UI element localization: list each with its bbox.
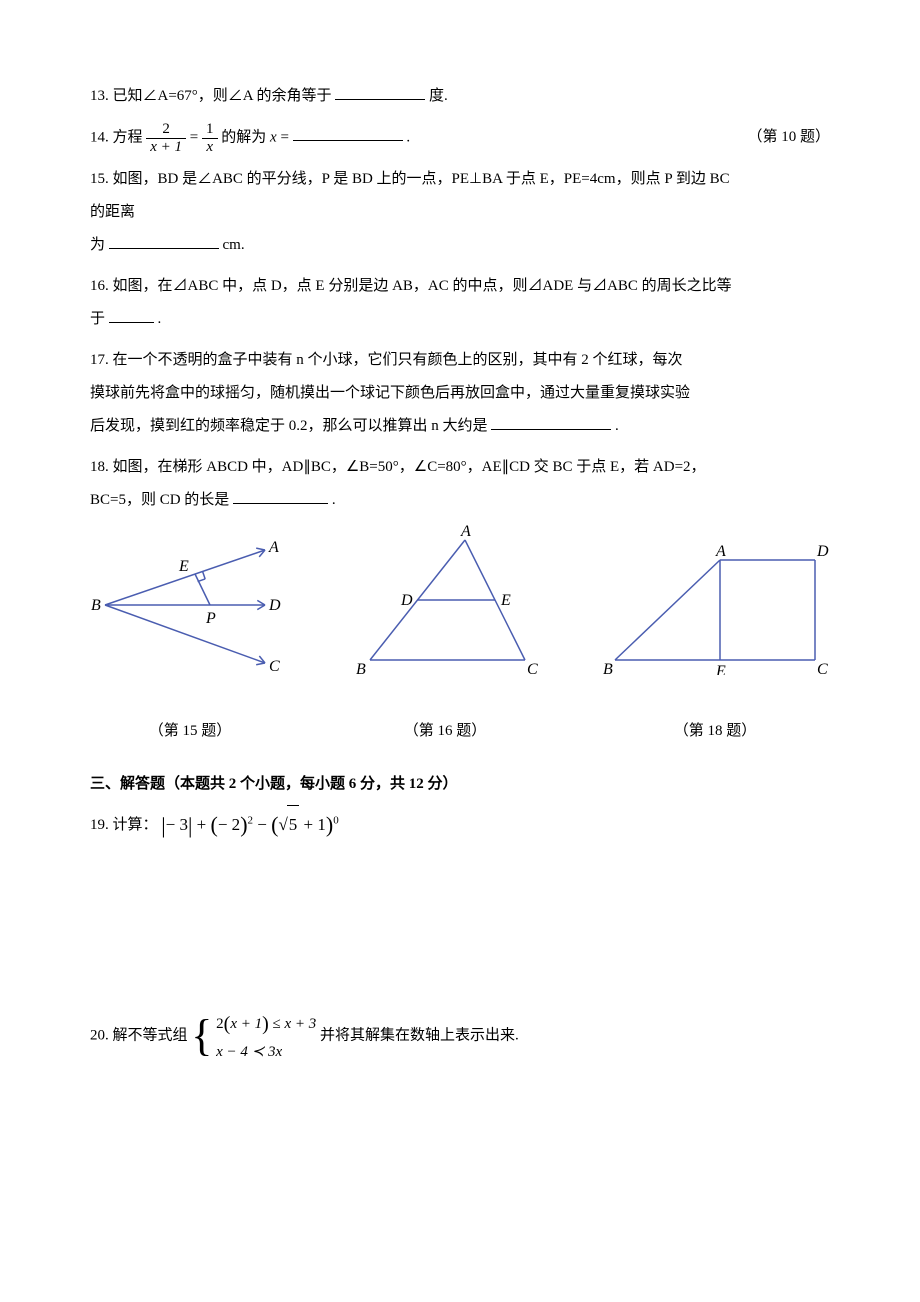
p16-line2-prefix: 于: [90, 311, 105, 327]
p14-mid: 的解为: [221, 129, 266, 145]
problem-19: 19. 计算： |− 3| + (− 2)2 − (√5 + 1)0: [90, 801, 830, 850]
svg-text:B: B: [91, 597, 101, 614]
p18-line2-prefix: BC=5，则 CD 的长是: [90, 492, 229, 508]
svg-text:E: E: [715, 663, 726, 675]
p20-r1a: 2: [216, 1016, 224, 1032]
p20-prefix: 20. 解不等式组: [90, 1028, 188, 1044]
p19-neg2: − 2: [218, 815, 240, 834]
p14-var: x: [270, 129, 277, 145]
p15-line2: 的距离: [90, 196, 830, 229]
p18-blank: [233, 487, 328, 505]
svg-text:E: E: [178, 558, 189, 575]
problem-13: 13. 已知∠A=67°，则∠A 的余角等于 度.: [90, 80, 830, 113]
p18-line1: 18. 如图，在梯形 ABCD 中，AD∥BC，∠B=50°，∠C=80°，AE…: [90, 451, 830, 484]
p19-exp0: 0: [333, 814, 339, 826]
problem-14: 14. 方程 2 x + 1 = 1 x 的解为 x = . （第 10 题）: [90, 121, 830, 155]
p19-neg3: − 3: [166, 815, 188, 834]
p14-blank: [293, 124, 403, 142]
problem-16: 16. 如图，在⊿ABC 中，点 D，点 E 分别是边 AB，AC 的中点，则⊿…: [90, 270, 830, 336]
svg-text:B: B: [356, 661, 366, 675]
p15-blank: [109, 232, 219, 250]
p15-unit: cm.: [223, 237, 245, 253]
svg-text:B: B: [603, 661, 613, 675]
svg-text:C: C: [269, 658, 280, 675]
p14-prefix: 14. 方程: [90, 129, 143, 145]
p20-r2a: x − 4 ≺ 3: [216, 1044, 275, 1060]
p20-suffix: 并将其解集在数轴上表示出来.: [320, 1028, 519, 1044]
p18-suffix: .: [332, 492, 336, 508]
caption-16: （第 16 题）: [345, 715, 545, 748]
svg-text:A: A: [715, 545, 726, 560]
p17-suffix: .: [615, 418, 619, 434]
p17-blank: [491, 413, 611, 431]
p13-suffix: 度.: [429, 88, 448, 104]
problem-17: 17. 在一个不透明的盒子中装有 n 个小球，它们只有颜色上的区别，其中有 2 …: [90, 344, 830, 443]
p20-r1d: x + 3: [285, 1016, 317, 1032]
svg-text:D: D: [816, 545, 829, 560]
section-3-title: 三、解答题（本题共 2 个小题，每小题 6 分，共 12 分）: [90, 768, 830, 801]
p19-minus: −: [257, 815, 271, 834]
p19-exp2: 2: [248, 814, 254, 826]
p17-line1: 17. 在一个不透明的盒子中装有 n 个小球，它们只有颜色上的区别，其中有 2 …: [90, 344, 830, 377]
figure-15-svg: A B C D E P: [90, 525, 290, 675]
figure-18-svg: A D B E C: [600, 545, 830, 675]
p14-equals: =: [280, 129, 288, 145]
p17-line3-wrap: 后发现，摸到红的频率稳定于 0.2，那么可以推算出 n 大约是 .: [90, 410, 830, 443]
p14-eq: =: [190, 129, 202, 145]
p17-line2: 摸球前先将盒中的球摇匀，随机摸出一个球记下颜色后再放回盒中，通过大量重复摸球实验: [90, 377, 830, 410]
p14-side-note: （第 10 题）: [747, 121, 830, 154]
p14-suffix: .: [406, 129, 410, 145]
figures-row: A B C D E P A B C D E A D B E C: [90, 525, 830, 675]
svg-text:D: D: [400, 592, 413, 609]
p19-plus1b: + 1: [299, 815, 326, 834]
figure-16: A B C D E: [345, 525, 545, 675]
p14-frac2: 1 x: [202, 121, 218, 155]
figure-16-svg: A B C D E: [345, 525, 545, 675]
svg-text:A: A: [268, 539, 279, 556]
p13-text: 13. 已知∠A=67°，则∠A 的余角等于: [90, 88, 332, 104]
p14-frac1-den: x + 1: [146, 139, 186, 156]
problem-20: 20. 解不等式组 { 2(x + 1) ≤ x + 3 x − 4 ≺ 3x …: [90, 1008, 830, 1064]
captions-row: （第 15 题） （第 16 题） （第 18 题）: [90, 715, 830, 748]
p20-row1: 2(x + 1) ≤ x + 3: [216, 1008, 316, 1040]
p14-frac1-num: 2: [146, 121, 186, 139]
svg-text:P: P: [205, 610, 216, 627]
p14-frac2-den: x: [202, 139, 218, 156]
p19-prefix: 19. 计算：: [90, 817, 158, 833]
problem-15: 15. 如图，BD 是∠ABC 的平分线，P 是 BD 上的一点，PE⊥BA 于…: [90, 163, 830, 262]
p19-workspace: [90, 858, 830, 1008]
p20-r2b: x: [276, 1044, 283, 1060]
p19-expr: |− 3| + (− 2)2 − (√5 + 1)0: [161, 801, 338, 850]
p13-blank: [335, 83, 425, 101]
p16-line1: 16. 如图，在⊿ABC 中，点 D，点 E 分别是边 AB，AC 的中点，则⊿…: [90, 270, 830, 303]
p18-line2-wrap: BC=5，则 CD 的长是 .: [90, 484, 830, 517]
p17-line3-prefix: 后发现，摸到红的频率稳定于 0.2，那么可以推算出 n 大约是: [90, 418, 488, 434]
p20-row2: x − 4 ≺ 3x: [216, 1040, 316, 1064]
svg-text:E: E: [500, 592, 511, 609]
p15-line3-prefix: 为: [90, 237, 105, 253]
p16-line2-wrap: 于 .: [90, 303, 830, 336]
svg-text:A: A: [460, 525, 471, 540]
p19-sqrt5: 5: [287, 805, 300, 843]
svg-text:C: C: [527, 661, 538, 675]
caption-18: （第 18 题）: [600, 715, 830, 748]
problem-18: 18. 如图，在梯形 ABCD 中，AD∥BC，∠B=50°，∠C=80°，AE…: [90, 451, 830, 517]
p16-suffix: .: [158, 311, 162, 327]
p20-system: 2(x + 1) ≤ x + 3 x − 4 ≺ 3x: [216, 1008, 316, 1064]
p14-frac1: 2 x + 1: [146, 121, 186, 155]
svg-text:D: D: [268, 597, 281, 614]
p20-r1c: ≤: [269, 1016, 285, 1032]
p16-blank: [109, 306, 154, 324]
p15-line1: 15. 如图，BD 是∠ABC 的平分线，P 是 BD 上的一点，PE⊥BA 于…: [90, 163, 830, 196]
p20-r1b: x + 1: [230, 1016, 262, 1032]
svg-text:C: C: [817, 661, 828, 675]
p15-line3-wrap: 为 cm.: [90, 229, 830, 262]
caption-15: （第 15 题）: [90, 715, 290, 748]
figure-15: A B C D E P: [90, 525, 290, 675]
p14-frac2-num: 1: [202, 121, 218, 139]
brace-icon: {: [191, 1014, 212, 1058]
p19-plus1: +: [197, 815, 211, 834]
figure-18: A D B E C: [600, 545, 830, 675]
